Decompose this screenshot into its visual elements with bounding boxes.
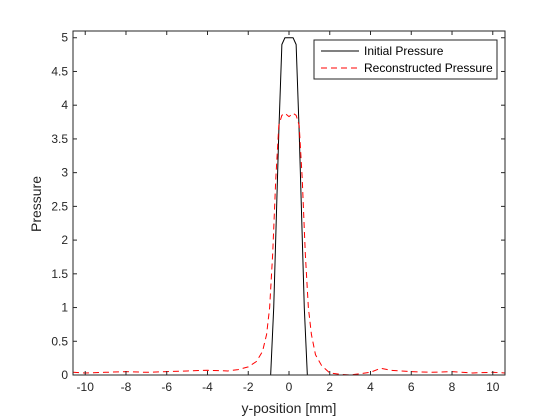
y-tick-label: 5 [61, 31, 68, 45]
x-tick-label: -2 [243, 380, 254, 394]
y-tick-label: 3 [61, 166, 68, 180]
legend: Initial Pressure Reconstructed Pressure [313, 39, 498, 80]
y-tick-label: 4.5 [51, 64, 68, 78]
x-tick-label: 8 [449, 380, 456, 394]
plot-area [73, 31, 505, 375]
y-tick-label: 2.5 [51, 199, 68, 213]
series-line-reconstructed-pressure [73, 112, 505, 375]
x-ticks: -10 -8 -6 -4 -2 0 2 4 6 8 10 [77, 31, 500, 394]
legend-entry-label: Reconstructed Pressure [364, 61, 493, 75]
y-tick-label: 4 [61, 98, 68, 112]
x-tick-label: 10 [486, 380, 500, 394]
x-tick-label: -10 [77, 380, 95, 394]
x-tick-label: -4 [202, 380, 213, 394]
series-line-initial-pressure [73, 37, 505, 375]
y-tick-label: 0 [61, 368, 68, 382]
y-axis-label: Pressure [28, 176, 44, 232]
x-tick-label: -8 [121, 380, 132, 394]
series-layer [73, 37, 505, 375]
x-tick-label: 6 [408, 380, 415, 394]
y-tick-label: 1.5 [51, 267, 68, 281]
x-tick-label: 0 [286, 380, 293, 394]
x-tick-label: -6 [161, 380, 172, 394]
y-tick-label: 0.5 [51, 334, 68, 348]
x-tick-label: 2 [326, 380, 333, 394]
x-tick-label: 4 [367, 380, 374, 394]
y-tick-label: 2 [61, 233, 68, 247]
plot-background [73, 31, 505, 375]
y-ticks: 0 0.5 1 1.5 2 2.5 3 3.5 4 4.5 5 [51, 31, 505, 382]
legend-entry-label: Initial Pressure [364, 44, 444, 58]
y-tick-label: 3.5 [51, 132, 68, 146]
legend-box [313, 39, 498, 80]
x-axis-label: y-position [mm] [242, 400, 337, 416]
y-tick-label: 1 [61, 301, 68, 315]
